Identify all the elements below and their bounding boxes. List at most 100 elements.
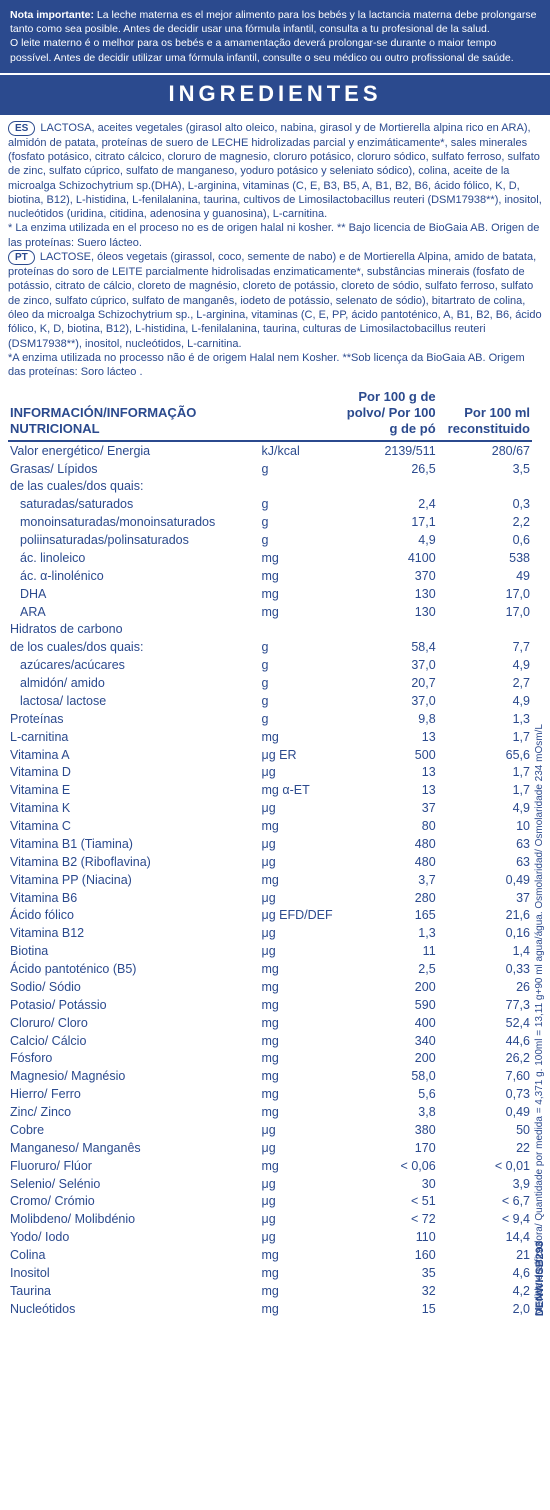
col-header-per100ml: Por 100 ml reconstituido: [438, 385, 532, 441]
nutrient-unit: mg: [260, 1157, 344, 1175]
table-row: Cloruro/ Cloromg40052,4: [8, 1014, 532, 1032]
value-per-100ml: 1,7: [438, 782, 532, 800]
table-row: ARAmg13017,0: [8, 603, 532, 621]
nutrient-unit: g: [260, 496, 344, 514]
nutrient-name: Inositol: [8, 1264, 260, 1282]
value-per-100ml: 1,3: [438, 710, 532, 728]
nutrient-unit: μg: [260, 835, 344, 853]
nutrient-unit: mg: [260, 1068, 344, 1086]
nutrient-unit: mg: [260, 996, 344, 1014]
value-per-100ml: 0,73: [438, 1086, 532, 1104]
nutrient-name: Cloruro/ Cloro: [8, 1014, 260, 1032]
nutrient-unit: mg: [260, 978, 344, 996]
nutrient-unit: μg: [260, 1229, 344, 1247]
value-per-100ml: 14,4: [438, 1229, 532, 1247]
value-per-100g: 20,7: [343, 675, 437, 693]
table-row: Vitamina Aμg ER50065,6: [8, 746, 532, 764]
ingredients-es: LACTOSA, aceites vegetales (girasol alto…: [8, 122, 542, 220]
value-per-100g: 380: [343, 1121, 437, 1139]
nutrient-unit: [260, 478, 344, 496]
value-per-100g: 4100: [343, 549, 437, 567]
value-per-100ml: 1,7: [438, 764, 532, 782]
value-per-100ml: 49: [438, 567, 532, 585]
table-row: de las cuales/dos quais:: [8, 478, 532, 496]
nutrient-unit: μg: [260, 889, 344, 907]
ingredients-header: INGREDIENTES: [0, 73, 550, 115]
nutrient-unit: g: [260, 639, 344, 657]
lang-tag-es: ES: [8, 121, 35, 136]
value-per-100g: 480: [343, 835, 437, 853]
table-row: Colinamg16021: [8, 1247, 532, 1265]
nutrient-name: ác. linoleico: [8, 549, 260, 567]
table-row: Vitamina B12μg1,30,16: [8, 925, 532, 943]
nutrient-unit: μg: [260, 764, 344, 782]
value-per-100g: 165: [343, 907, 437, 925]
nutrient-name: de los cuales/dos quais:: [8, 639, 260, 657]
nutrient-name: Ácido pantoténico (B5): [8, 961, 260, 979]
nutrient-name: Manganeso/ Manganês: [8, 1139, 260, 1157]
nutrient-name: Magnesio/ Magnésio: [8, 1068, 260, 1086]
nutrient-name: Vitamina D: [8, 764, 260, 782]
nutrient-name: Vitamina PP (Niacina): [8, 871, 260, 889]
nutrient-unit: mg: [260, 567, 344, 585]
value-per-100g: 5,6: [343, 1086, 437, 1104]
value-per-100g: 4,9: [343, 532, 437, 550]
nutrient-unit: μg: [260, 943, 344, 961]
value-per-100g: < 72: [343, 1211, 437, 1229]
value-per-100ml: 37: [438, 889, 532, 907]
nutrient-name: Sodio/ Sódio: [8, 978, 260, 996]
nutrient-name: DHA: [8, 585, 260, 603]
nutrient-unit: g: [260, 692, 344, 710]
nutrient-name: Hidratos de carbono: [8, 621, 260, 639]
nutrient-unit: [260, 621, 344, 639]
notice-label: Nota importante:: [10, 9, 94, 21]
value-per-100g: 11: [343, 943, 437, 961]
value-per-100g: 200: [343, 1050, 437, 1068]
table-row: Selenio/ Selénioμg303,9: [8, 1175, 532, 1193]
ingredients-pt-note: *A enzima utilizada no processo não é de…: [8, 352, 525, 378]
nutrient-unit: mg: [260, 585, 344, 603]
nutrient-unit: mg α-ET: [260, 782, 344, 800]
value-per-100g: 200: [343, 978, 437, 996]
nutrient-unit: mg: [260, 818, 344, 836]
nutrient-unit: mg: [260, 1032, 344, 1050]
nutrient-name: Ácido fólico: [8, 907, 260, 925]
value-per-100ml: 7,60: [438, 1068, 532, 1086]
table-row: Fluoruro/ Flúormg< 0,06< 0,01: [8, 1157, 532, 1175]
nutrient-name: monoinsaturadas/monoinsaturados: [8, 514, 260, 532]
nutrient-name: Zinc/ Zinco: [8, 1104, 260, 1122]
table-row: saturadas/saturadosg2,40,3: [8, 496, 532, 514]
value-per-100g: 9,8: [343, 710, 437, 728]
nutrient-unit: μg ER: [260, 746, 344, 764]
table-row: azúcares/acúcaresg37,04,9: [8, 657, 532, 675]
value-per-100ml: 26: [438, 978, 532, 996]
nutrient-unit: mg: [260, 1104, 344, 1122]
value-per-100ml: 1,4: [438, 943, 532, 961]
value-per-100ml: [438, 478, 532, 496]
nutrition-table: INFORMACIÓN/INFORMAÇÃO NUTRICIONAL Por 1…: [8, 385, 532, 1318]
value-per-100ml: 0,49: [438, 1104, 532, 1122]
table-row: Calcio/ Cálciomg34044,6: [8, 1032, 532, 1050]
value-per-100ml: 52,4: [438, 1014, 532, 1032]
value-per-100g: 2,5: [343, 961, 437, 979]
table-row: DHAmg13017,0: [8, 585, 532, 603]
nutrient-name: ARA: [8, 603, 260, 621]
nutrient-unit: g: [260, 532, 344, 550]
table-row: de los cuales/dos quais:g58,47,7: [8, 639, 532, 657]
nutrient-unit: mg: [260, 1282, 344, 1300]
value-per-100g: 170: [343, 1139, 437, 1157]
nutrient-unit: mg: [260, 1086, 344, 1104]
table-row: poliinsaturadas/polinsaturadosg4,90,6: [8, 532, 532, 550]
value-per-100ml: 538: [438, 549, 532, 567]
table-row: Vitamina B2 (Riboflavina)μg48063: [8, 853, 532, 871]
lang-tag-pt: PT: [8, 250, 35, 265]
table-row: Hierro/ Ferromg5,60,73: [8, 1086, 532, 1104]
nutrient-unit: mg: [260, 1264, 344, 1282]
nutrient-unit: mg: [260, 871, 344, 889]
ingredients-pt: LACTOSE, óleos vegetais (girassol, coco,…: [8, 251, 542, 349]
table-row: Vitamina Emg α-ET131,7: [8, 782, 532, 800]
value-per-100ml: 63: [438, 835, 532, 853]
value-per-100g: 1,3: [343, 925, 437, 943]
nutrient-name: Fósforo: [8, 1050, 260, 1068]
nutrient-name: Selenio/ Selénio: [8, 1175, 260, 1193]
